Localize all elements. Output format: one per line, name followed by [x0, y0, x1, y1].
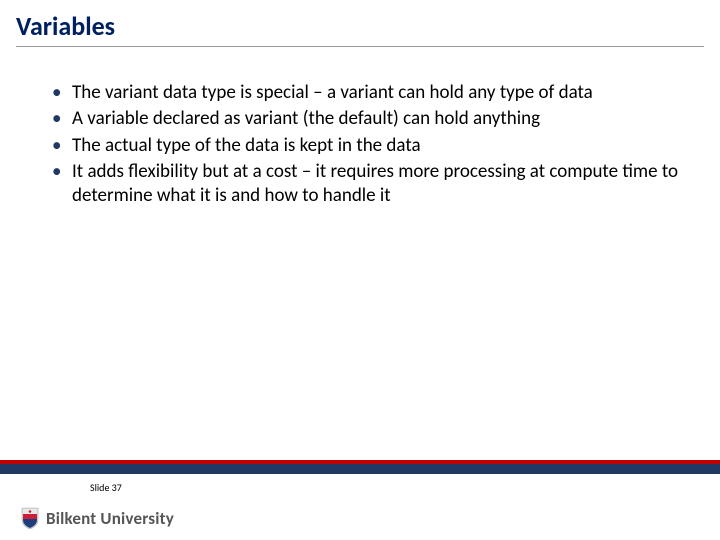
slide-number: Slide 37 — [90, 481, 122, 494]
title-underline — [16, 46, 704, 47]
bullet-item: It adds flexibility but at a cost – it r… — [52, 160, 684, 209]
bullet-item: The variant data type is special – a var… — [52, 81, 684, 105]
bullet-list: The variant data type is special – a var… — [52, 81, 684, 209]
bullet-item: The actual type of the data is kept in t… — [52, 134, 684, 158]
footer-bar — [0, 460, 720, 474]
content-region: The variant data type is special – a var… — [0, 53, 720, 209]
university-shield-icon — [20, 506, 40, 530]
bullet-item: A variable declared as variant (the defa… — [52, 107, 684, 131]
title-region: Variables — [0, 0, 720, 53]
university-name: Bilkent University — [46, 508, 174, 529]
slide-title: Variables — [16, 10, 704, 42]
logo-region: Bilkent University — [20, 506, 174, 530]
footer-bar-blue — [0, 464, 720, 474]
